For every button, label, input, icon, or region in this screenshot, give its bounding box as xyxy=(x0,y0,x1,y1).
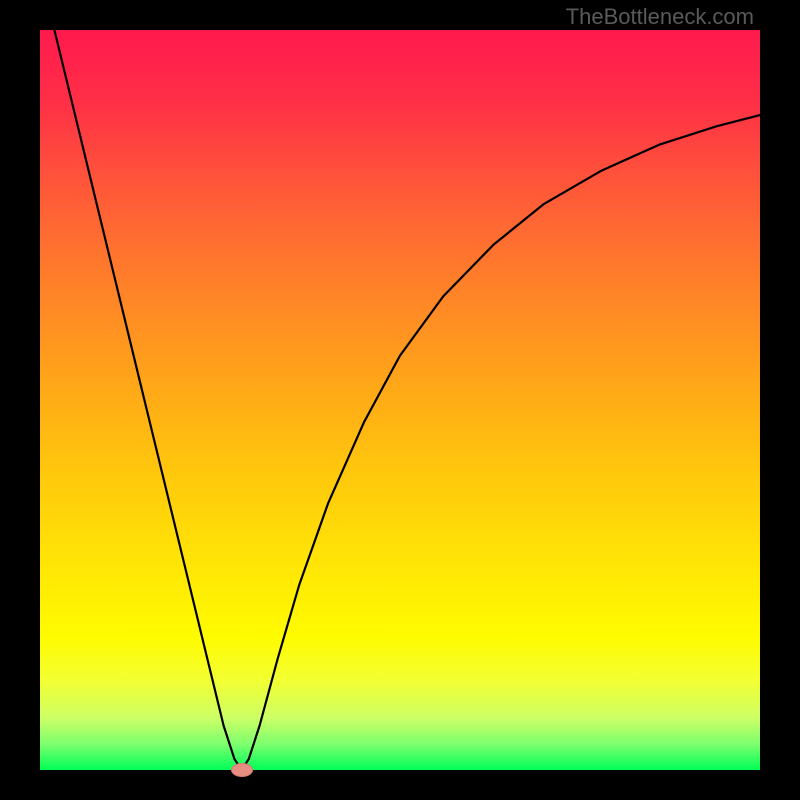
plot-background xyxy=(40,30,760,770)
watermark-text: TheBottleneck.com xyxy=(566,4,754,30)
optimal-point-marker xyxy=(231,763,253,777)
plot-svg xyxy=(40,30,760,770)
plot-area xyxy=(40,30,760,770)
